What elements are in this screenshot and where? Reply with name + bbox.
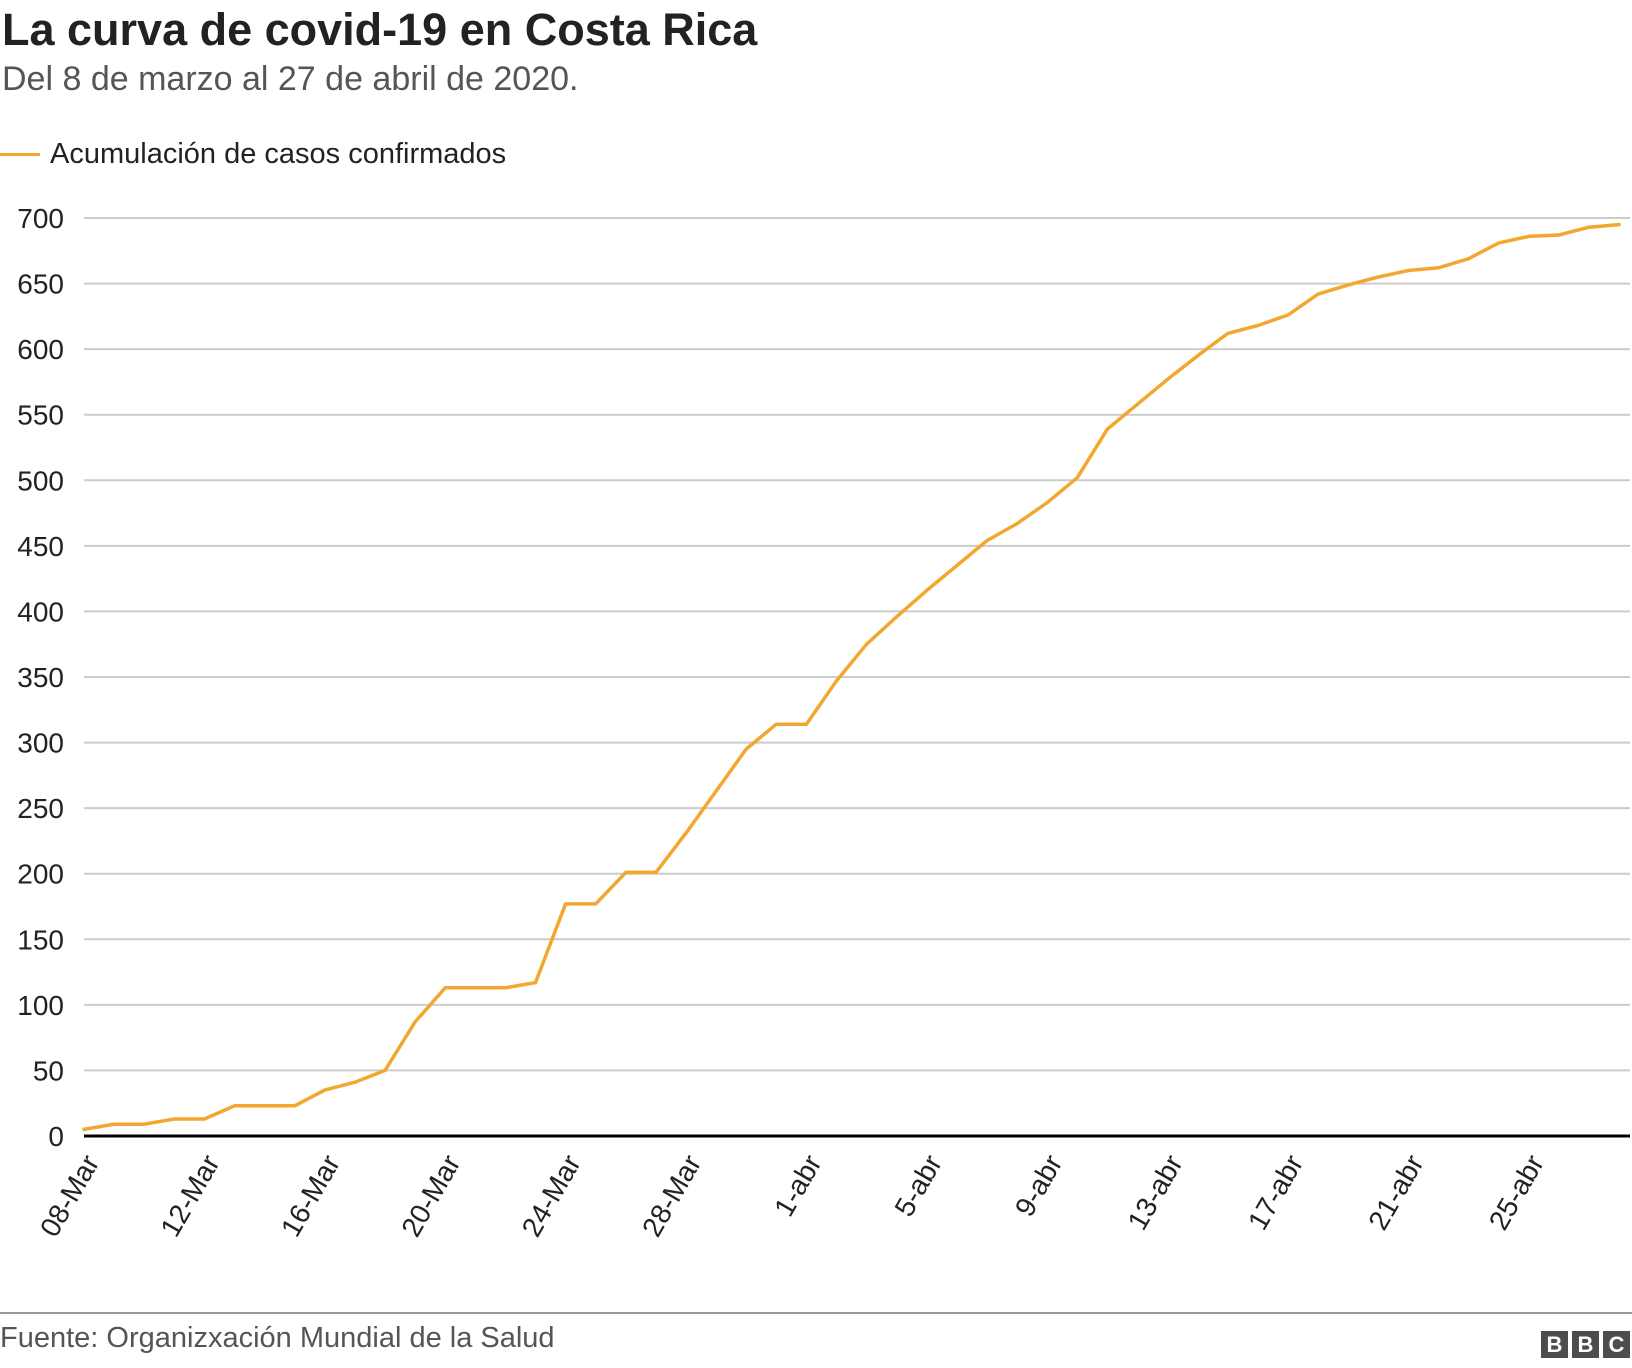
gridlines [84, 217, 1630, 1138]
data-point [413, 1020, 417, 1024]
data-point [1497, 241, 1501, 245]
x-tick-label: 17-abr [1242, 1150, 1309, 1236]
data-point [353, 1080, 357, 1084]
y-tick-label: 350 [17, 662, 64, 693]
data-point [443, 986, 447, 990]
data-point [744, 747, 748, 751]
data-point [172, 1117, 176, 1121]
data-point [1527, 234, 1531, 238]
y-tick-label: 450 [17, 531, 64, 562]
data-point [955, 564, 959, 567]
data-point [1015, 522, 1019, 526]
series-layer [82, 222, 1621, 1132]
data-point [1105, 427, 1109, 431]
data-point [594, 902, 598, 906]
y-tick-label: 200 [17, 859, 64, 890]
data-point [1196, 354, 1200, 358]
data-point [1346, 283, 1350, 287]
bbc-logo: B B C [1541, 1331, 1630, 1358]
data-point [293, 1104, 297, 1108]
x-tick-label: 08-Mar [34, 1150, 105, 1242]
x-tick-label: 20-Mar [395, 1150, 466, 1242]
chart-title: La curva de covid-19 en Costa Rica [2, 4, 758, 55]
data-point [1226, 331, 1230, 335]
x-tick-label: 24-Mar [516, 1150, 587, 1242]
data-point [323, 1088, 327, 1092]
data-point [82, 1127, 86, 1131]
footer-divider [0, 1312, 1632, 1314]
y-tick-label: 550 [17, 400, 64, 431]
data-point [1467, 257, 1471, 261]
data-point [473, 986, 477, 990]
chart-subtitle: Del 8 de marzo al 27 de abril de 2020. [2, 60, 579, 98]
data-point [835, 679, 838, 683]
y-axis-ticks: 0 50 100 150 200 250 300 350 400 450 500 550 600 650 7… [17, 203, 64, 1152]
data-point [1557, 233, 1561, 237]
y-tick-label: 400 [17, 596, 64, 627]
data-point [865, 642, 869, 646]
series-line [82, 222, 1621, 1132]
x-tick-label: 1-abr [768, 1150, 828, 1222]
data-point [925, 588, 929, 592]
data-point [263, 1104, 267, 1108]
legend-label: Acumulación de casos confirmados [50, 137, 507, 170]
data-point [112, 1122, 116, 1126]
source-note: Fuente: Organizxación Mundial de la Salu… [0, 1322, 555, 1354]
y-tick-label: 100 [17, 990, 64, 1021]
data-point [714, 789, 718, 793]
data-point [564, 902, 568, 906]
data-point [1075, 476, 1079, 480]
data-point [1256, 324, 1260, 327]
x-tick-label: 13-abr [1121, 1150, 1188, 1236]
data-point [503, 986, 507, 990]
data-point [383, 1068, 387, 1072]
x-tick-label: 5-abr [888, 1150, 948, 1222]
legend-line-swatch [0, 152, 40, 156]
y-tick-label: 600 [17, 334, 64, 365]
y-tick-label: 700 [17, 203, 64, 234]
data-point [774, 722, 778, 726]
chart-legend: Acumulación de casos confirmados [0, 136, 506, 172]
line-chart: 0 50 100 150 200 250 300 350 400 450 500 550 600 650 7… [17, 203, 1630, 1242]
x-tick-label: 16-Mar [275, 1150, 346, 1242]
data-point [985, 539, 989, 543]
x-tick-label: 12-Mar [154, 1150, 225, 1242]
y-tick-label: 650 [17, 269, 64, 300]
data-point [142, 1122, 146, 1126]
y-tick-label: 50 [33, 1055, 64, 1086]
data-point [1376, 275, 1380, 279]
bbc-logo-letter: C [1603, 1331, 1630, 1358]
data-point [1286, 313, 1290, 317]
data-point [1587, 225, 1591, 229]
y-tick-label: 0 [48, 1121, 64, 1152]
data-point [1316, 292, 1320, 296]
data-point [654, 870, 658, 874]
data-point [1166, 377, 1170, 381]
data-point [1045, 501, 1049, 505]
data-point [895, 615, 899, 619]
bbc-logo-letter: B [1572, 1331, 1599, 1358]
x-tick-label: 9-abr [1009, 1150, 1069, 1222]
x-axis-ticks: 08-Mar 12-Mar 16-Mar 20-Mar 24-Mar 28-Mar 1-ab… [34, 1150, 1550, 1242]
data-point [1617, 223, 1621, 227]
y-tick-label: 500 [17, 465, 64, 496]
y-tick-label: 250 [17, 793, 64, 824]
data-point [233, 1104, 236, 1108]
bbc-logo-letter: B [1541, 1331, 1568, 1358]
data-point [1406, 269, 1410, 272]
data-point [624, 870, 628, 874]
x-tick-label: 21-abr [1362, 1150, 1429, 1236]
y-tick-label: 300 [17, 728, 64, 759]
x-tick-label: 28-Mar [636, 1150, 707, 1242]
data-point [534, 981, 537, 985]
data-point [202, 1117, 206, 1121]
x-tick-label: 25-abr [1483, 1150, 1550, 1236]
data-point [1136, 402, 1139, 406]
data-point [1437, 266, 1440, 270]
data-point [804, 722, 808, 726]
data-point [684, 831, 688, 835]
y-tick-label: 150 [17, 924, 64, 955]
